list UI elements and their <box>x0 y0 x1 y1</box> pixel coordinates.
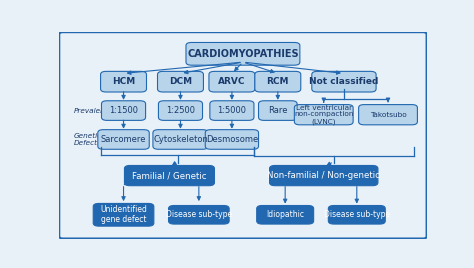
Text: Cytoskeleton: Cytoskeleton <box>153 135 208 144</box>
Text: Unidentified
gene defect: Unidentified gene defect <box>100 205 147 224</box>
FancyBboxPatch shape <box>100 71 146 92</box>
Text: Desmosome: Desmosome <box>206 135 258 144</box>
FancyBboxPatch shape <box>312 71 376 92</box>
FancyBboxPatch shape <box>209 71 255 92</box>
Text: DCM: DCM <box>169 77 192 86</box>
Text: Sarcomere: Sarcomere <box>101 135 146 144</box>
FancyBboxPatch shape <box>257 206 314 224</box>
Text: HCM: HCM <box>112 77 135 86</box>
FancyBboxPatch shape <box>255 71 301 92</box>
FancyBboxPatch shape <box>158 101 202 120</box>
FancyBboxPatch shape <box>157 71 203 92</box>
FancyBboxPatch shape <box>93 203 154 226</box>
Text: Disease sub-type: Disease sub-type <box>324 210 390 219</box>
FancyBboxPatch shape <box>328 206 385 224</box>
FancyBboxPatch shape <box>210 101 254 120</box>
FancyBboxPatch shape <box>125 165 214 186</box>
Text: 1:1500: 1:1500 <box>109 106 138 115</box>
FancyBboxPatch shape <box>294 105 353 125</box>
FancyBboxPatch shape <box>101 101 146 120</box>
FancyBboxPatch shape <box>98 130 149 149</box>
Text: Idiopathic: Idiopathic <box>266 210 304 219</box>
Text: Disease sub-type: Disease sub-type <box>166 210 232 219</box>
Text: ARVC: ARVC <box>218 77 246 86</box>
Text: CARDIOMYOPATHIES: CARDIOMYOPATHIES <box>187 49 299 59</box>
Text: 1:5000: 1:5000 <box>218 106 246 115</box>
Text: Takotsubo: Takotsubo <box>370 112 406 118</box>
FancyBboxPatch shape <box>359 105 418 125</box>
FancyBboxPatch shape <box>205 130 258 149</box>
Text: Genetic
Defect: Genetic Defect <box>74 133 102 146</box>
FancyBboxPatch shape <box>169 206 229 224</box>
Text: Prevalence: Prevalence <box>74 107 114 114</box>
FancyBboxPatch shape <box>153 130 208 149</box>
Text: Not classified: Not classified <box>309 77 379 86</box>
FancyBboxPatch shape <box>258 101 297 120</box>
Text: Rare: Rare <box>268 106 288 115</box>
Text: 1:2500: 1:2500 <box>166 106 195 115</box>
Text: RCM: RCM <box>266 77 289 86</box>
Text: Familial / Genetic: Familial / Genetic <box>132 171 207 180</box>
Text: Left ventricular
non-compaction
(LVNC): Left ventricular non-compaction (LVNC) <box>294 105 354 125</box>
Text: Non-familial / Non-genetic: Non-familial / Non-genetic <box>267 171 380 180</box>
FancyBboxPatch shape <box>186 43 300 65</box>
FancyBboxPatch shape <box>270 165 378 186</box>
